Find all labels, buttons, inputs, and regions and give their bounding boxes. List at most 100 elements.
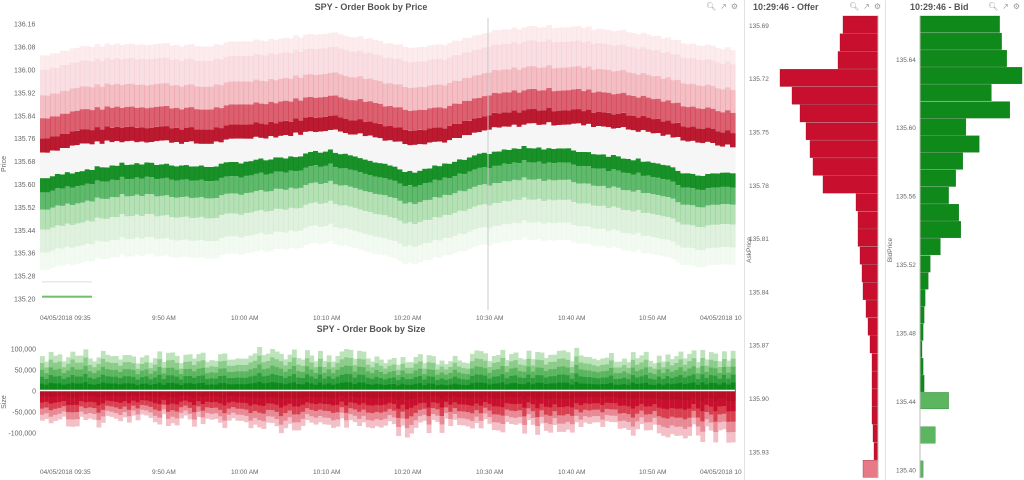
- ask-depth-cell: [387, 43, 394, 58]
- ask-depth-cell: [54, 93, 61, 117]
- spread-cell: [174, 142, 180, 167]
- bid-depth-cell: [203, 166, 210, 182]
- bid-depth-cell: [313, 225, 319, 243]
- bid-size-cell: [713, 383, 719, 391]
- heatmap-chart[interactable]: 136.16136.08136.00135.92135.84135.76135.…: [0, 0, 742, 322]
- ask-depth-cell: [447, 83, 453, 106]
- x-tick-label: 04/05/2018 10:59: [700, 315, 742, 322]
- zoom-icon[interactable]: 🔍︎: [705, 2, 717, 11]
- ask-depth-cell: [184, 127, 190, 142]
- ask-size-cell: [604, 390, 610, 397]
- bid-depth-cell: [695, 189, 701, 208]
- bid-chart[interactable]: 135.64135.60135.56135.52135.48135.44135.…: [886, 0, 1024, 480]
- ask-depth-cell: [367, 38, 374, 53]
- spread-cell: [193, 143, 200, 167]
- bid-depth-cell: [471, 206, 478, 230]
- bid-depth-cell: [387, 217, 394, 240]
- bid-depth-cell: [169, 179, 175, 197]
- ask-size-cell: [318, 390, 323, 397]
- spread-cell: [283, 135, 289, 159]
- zoom-icon[interactable]: 🔍︎: [848, 2, 860, 11]
- bid-size-cell: [213, 378, 219, 391]
- ask-size-cell: [444, 390, 449, 402]
- ask-depth-cell: [690, 43, 696, 58]
- offer-bar: [869, 335, 879, 354]
- ask-size-cell: [209, 390, 215, 403]
- ask-depth-cell: [377, 103, 384, 124]
- ask-depth-cell: [228, 124, 235, 139]
- bid-size-cell: [643, 382, 649, 391]
- ask-depth-cell: [253, 79, 260, 103]
- bid-depth-cell: [546, 222, 552, 240]
- ask-depth-cell: [526, 109, 533, 124]
- ask-depth-cell: [576, 66, 582, 89]
- bid-depth-cell: [198, 217, 205, 240]
- ask-depth-cell: [188, 107, 195, 128]
- ask-depth-cell: [481, 96, 488, 117]
- ask-depth-cell: [566, 110, 572, 125]
- bid-depth-cell: [625, 210, 632, 234]
- bid-size-cell: [274, 374, 280, 391]
- ask-depth-cell: [491, 70, 498, 93]
- bid-depth-cell: [447, 195, 453, 216]
- bid-size-cell: [430, 376, 436, 391]
- zoom-icon[interactable]: 🔍︎: [987, 2, 999, 11]
- ask-depth-cell: [124, 106, 130, 127]
- bid-depth-cell: [258, 172, 264, 190]
- bid-depth-cell: [700, 190, 706, 208]
- bid-depth-cell: [422, 168, 428, 183]
- bid-size-cell: [574, 373, 580, 391]
- bid-bar: [919, 67, 1023, 84]
- panel-divider: [885, 0, 886, 480]
- bid-depth-cell: [357, 232, 364, 250]
- bid-depth-cell: [40, 209, 46, 230]
- bid-depth-cell: [367, 192, 374, 213]
- spread-cell: [124, 141, 130, 165]
- settings-icon[interactable]: ⚙: [1012, 2, 1020, 11]
- ask-depth-cell: [645, 117, 652, 132]
- expand-icon[interactable]: ↗: [863, 2, 870, 11]
- x-tick-label: 10:30 AM: [476, 315, 503, 322]
- bid-depth-cell: [169, 239, 175, 258]
- bid-depth-cell: [402, 186, 408, 204]
- bid-depth-cell: [486, 154, 493, 169]
- bid-depth-cell: [218, 195, 225, 216]
- bid-size-cell: [409, 379, 415, 391]
- spread-cell: [323, 131, 329, 152]
- bid-depth-cell: [591, 168, 597, 186]
- size-title: SPY - Order Book by Size: [316, 324, 426, 334]
- bid-depth-cell: [54, 188, 61, 206]
- ask-depth-cell: [501, 92, 508, 113]
- ask-depth-cell: [596, 111, 602, 126]
- settings-icon[interactable]: ⚙: [873, 2, 881, 11]
- settings-icon[interactable]: ⚙: [730, 2, 738, 11]
- spread-cell: [521, 124, 528, 146]
- bid-depth-cell: [253, 191, 260, 212]
- ask-depth-cell: [293, 49, 299, 76]
- bid-depth-cell: [397, 243, 403, 261]
- ask-depth-cell: [278, 101, 284, 122]
- bid-depth-cell: [466, 188, 473, 209]
- ask-depth-cell: [99, 129, 106, 144]
- ask-depth-cell: [129, 126, 135, 141]
- expand-icon[interactable]: ↗: [1002, 2, 1009, 11]
- size-chart[interactable]: 100,00050,0000-50,000-100,000Size04/05/2…: [0, 322, 742, 480]
- bid-size-cell: [179, 385, 184, 391]
- bid-size-cell: [708, 382, 714, 391]
- ask-depth-cell: [119, 45, 125, 60]
- ask-depth-cell: [427, 108, 433, 129]
- x-tick-label: 10:10 AM: [313, 469, 340, 476]
- y-tick-label: 50,000: [15, 367, 37, 374]
- spread-cell: [531, 123, 538, 149]
- ask-depth-cell: [615, 30, 622, 45]
- ask-depth-cell: [521, 110, 528, 125]
- bid-size-cell: [543, 377, 549, 391]
- bid-depth-cell: [596, 186, 602, 206]
- bid-depth-cell: [134, 163, 140, 178]
- ask-depth-cell: [427, 85, 433, 109]
- bid-depth-cell: [238, 177, 245, 195]
- offer-chart[interactable]: 135.69135.72135.75135.78135.81135.84135.…: [745, 0, 885, 480]
- expand-icon[interactable]: ↗: [720, 2, 727, 11]
- ask-depth-cell: [501, 69, 508, 93]
- ask-depth-cell: [164, 126, 170, 141]
